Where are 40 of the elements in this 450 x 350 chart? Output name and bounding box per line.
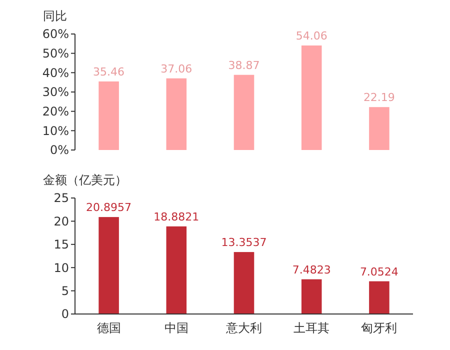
data-label: 20.8957 <box>86 201 132 214</box>
x-tick-label: 中国 <box>164 321 188 335</box>
bar <box>301 279 322 314</box>
y-tick-label: 0 <box>61 307 69 322</box>
y-tick-label: 20 <box>54 214 69 228</box>
x-tick-label: 德国 <box>96 321 121 335</box>
y-tick-label: 0% <box>50 143 69 158</box>
y-tick-label: 40% <box>42 66 69 80</box>
y-tick-label: 5 <box>61 284 69 298</box>
bar <box>166 226 187 314</box>
data-label: 35.46 <box>93 65 125 78</box>
x-tick-label: 意大利 <box>225 321 262 335</box>
data-label: 13.3537 <box>221 236 267 250</box>
y-axis-title: 金额（亿美元） <box>43 173 127 187</box>
x-tick-label: 土耳其 <box>294 321 330 335</box>
y-tick-label: 60% <box>42 27 69 42</box>
y-axis-title: 同比 <box>43 9 67 23</box>
y-tick-label: 25 <box>54 191 69 206</box>
data-label: 18.8821 <box>154 210 200 224</box>
data-label: 22.19 <box>363 91 395 104</box>
bar <box>98 217 119 314</box>
data-label: 7.4823 <box>292 263 331 276</box>
y-tick-label: 20% <box>42 104 69 119</box>
bar <box>234 74 254 150</box>
bar <box>369 107 390 150</box>
data-label: 37.06 <box>160 62 192 76</box>
y-tick-label: 15 <box>54 238 69 252</box>
data-label: 38.87 <box>228 58 260 72</box>
bar <box>369 281 390 314</box>
data-label: 54.06 <box>296 29 328 42</box>
bar <box>166 78 187 150</box>
bar <box>234 252 254 314</box>
y-tick-label: 10% <box>42 124 69 138</box>
y-tick-label: 10 <box>54 260 69 275</box>
y-tick-label: 30% <box>42 85 69 100</box>
bar <box>98 81 119 150</box>
y-tick-label: 50% <box>42 46 69 61</box>
data-label: 7.0524 <box>360 265 398 278</box>
bar <box>301 45 322 150</box>
x-tick-label: 匈牙利 <box>361 321 398 335</box>
